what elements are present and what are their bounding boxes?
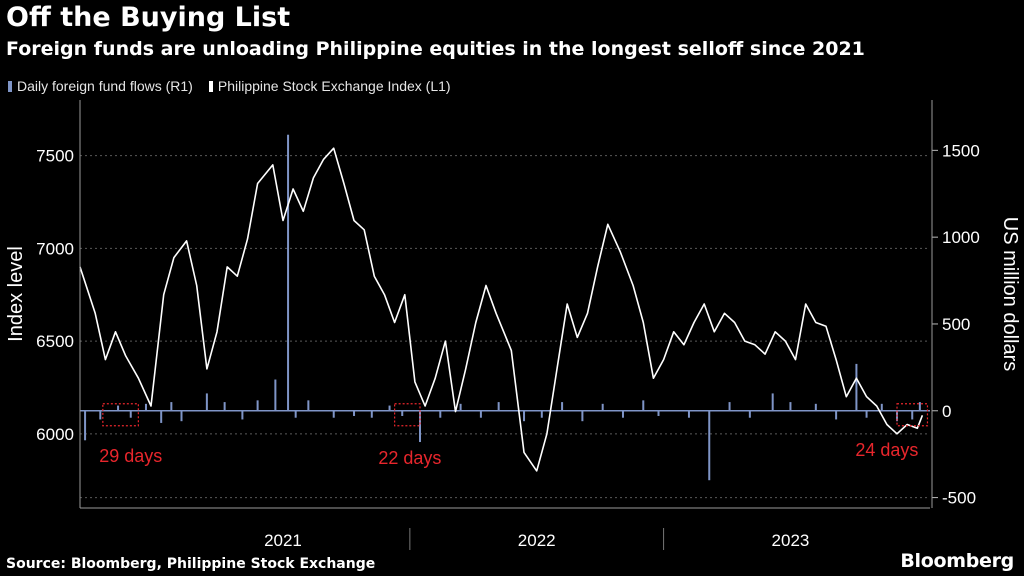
flow-bar [370,410,373,418]
flow-bar [540,410,543,418]
flow-bar [789,402,792,411]
left-tick-label: 7000 [36,239,74,258]
legend-label-index: Philippine Stock Exchange Index (L1) [217,78,451,94]
source-note: Source: Bloomberg, Philippine Stock Exch… [6,556,376,572]
flow-bar [880,403,883,411]
flow-bar [728,402,731,411]
flow-bar [657,410,660,416]
flow-bar [170,402,173,411]
flow-bar [388,405,391,411]
flow-bar [918,402,921,411]
right-tick-label: -500 [942,489,976,508]
flow-bar [117,405,120,411]
legend-item-flows: Daily foreign fund flows (R1) [8,78,193,94]
x-tick-label-2022: 2022 [518,531,556,550]
axes-layer: 6000 6500 7000 7500 -500 0 500 1000 1500 2021 2022… [5,100,1021,550]
legend-swatch-flows [8,80,12,92]
left-tick-label: 7500 [36,147,74,166]
flow-bar [353,410,356,416]
index-line [79,147,924,472]
flow-bar [687,410,690,418]
streak-label-2: 22 days [378,448,441,468]
right-tick-label: 1500 [942,141,980,160]
flow-bar [129,410,132,418]
flow-bar [748,410,751,418]
chart-title: Off the Buying List [6,2,291,33]
flow-bar [835,410,838,420]
flow-bar [523,410,526,422]
flow-bar [581,410,584,422]
streak-label-3: 24 days [855,440,918,460]
flow-bar [223,402,226,411]
x-tick-label-2021: 2021 [264,531,302,550]
annotations-layer: 29 days 22 days 24 days [99,403,929,468]
left-tick-label: 6500 [36,332,74,351]
streak-label-1: 29 days [99,446,162,466]
flow-bar [865,410,868,418]
flow-bar [459,403,462,411]
flow-bar [855,363,858,411]
x-tick-label-2023: 2023 [772,531,810,550]
legend-label-flows: Daily foreign fund flows (R1) [17,78,193,94]
flow-bar [621,410,624,418]
flow-bar [479,410,482,418]
flow-bar [205,393,208,411]
flow-bar [307,400,310,411]
flow-bar [241,410,244,420]
flow-bar [180,410,183,422]
flow-bar [439,410,442,418]
flow-bar [561,402,564,411]
streak-box-3 [896,403,929,427]
flow-bar [287,134,290,411]
left-tick-label: 6000 [36,425,74,444]
streak-box-2 [394,403,421,427]
grid-layer [80,155,930,499]
flows-bars [80,134,930,481]
bloomberg-logo: Bloomberg [900,550,1014,572]
right-tick-label: 0 [942,402,951,421]
flow-bar [401,410,404,416]
legend-item-index: Philippine Stock Exchange Index (L1) [208,78,451,94]
chart-subtitle: Foreign funds are unloading Philippine e… [6,38,865,60]
flow-bar [601,403,604,411]
streak-box-1 [102,403,139,427]
index-line-layer [79,147,924,472]
flow-bar [708,410,711,481]
y-axis-title-right: US million dollars [999,217,1021,372]
legend-swatch-index [208,80,213,92]
flow-bar [814,403,817,411]
flow-bar [256,400,259,411]
flow-bar [497,402,500,411]
flow-bar [642,400,645,411]
flow-bar [274,379,277,411]
right-tick-label: 1000 [942,228,980,247]
flow-bar [160,410,163,423]
right-tick-label: 500 [942,315,970,334]
flow-bar [771,393,774,411]
flow-bar [419,410,421,443]
legend: Daily foreign fund flows (R1) Philippine… [8,78,451,94]
flow-bar [332,410,335,418]
flow-bar [911,410,914,420]
flow-bar [144,403,147,411]
flow-bar [99,410,102,420]
flow-bar [84,410,87,441]
flow-bar [294,410,297,418]
y-axis-title-left: Index level [5,246,27,342]
